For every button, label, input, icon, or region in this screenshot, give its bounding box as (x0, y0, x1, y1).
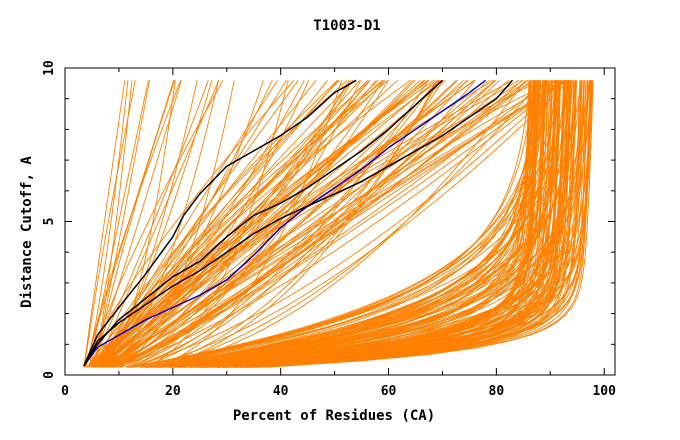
model-curve (120, 80, 384, 368)
black-model-curve-3 (83, 79, 514, 367)
model-curve (97, 80, 299, 368)
x-tick-label: 80 (489, 384, 505, 399)
model-curve (105, 79, 542, 368)
y-tick-label: 10 (42, 60, 57, 76)
y-axis-label: Distance Cutoff, A (19, 156, 35, 308)
model-curve (84, 80, 175, 368)
black-model-curve-1 (83, 79, 357, 367)
model-curve (100, 80, 371, 368)
model-curve (145, 80, 590, 368)
x-axis-label: Percent of Residues (CA) (233, 408, 435, 424)
model-curve (201, 80, 536, 368)
model-curve (95, 80, 278, 368)
model-curve (241, 80, 592, 368)
model-curve (204, 80, 564, 368)
highlight-series-layer (83, 79, 514, 367)
model-curve (265, 80, 594, 368)
model-curve (155, 80, 544, 368)
y-tick-label: 0 (42, 371, 57, 379)
model-curve (152, 80, 557, 368)
model-curve (93, 80, 150, 368)
model-curve (173, 80, 588, 368)
x-tick-label: 60 (381, 384, 397, 399)
model-curve (93, 79, 389, 368)
model-curve (157, 80, 534, 368)
chart-title: T1003-D1 (313, 18, 380, 34)
model-curve (248, 80, 583, 368)
model-curve (151, 80, 440, 368)
model-curve (126, 80, 551, 368)
model-curve (95, 80, 273, 368)
model-curve (83, 80, 126, 368)
model-curve (254, 80, 582, 368)
x-tick-label: 40 (273, 384, 289, 399)
model-curve (222, 80, 566, 368)
model-curve (92, 79, 399, 368)
model-curve (241, 80, 553, 368)
model-curve (98, 80, 198, 368)
model-curve (85, 80, 129, 368)
model-curve (119, 79, 468, 368)
model-curve (83, 80, 295, 368)
model-curve (95, 80, 220, 368)
model-curve (113, 79, 490, 368)
model-curve (111, 80, 219, 368)
blue-model-curve (83, 79, 487, 367)
model-curve (106, 79, 569, 368)
y-tick-label: 5 (42, 218, 57, 226)
model-curve (173, 80, 557, 368)
model-curve (84, 80, 136, 368)
x-tick-label: 20 (165, 384, 181, 399)
model-curve (160, 80, 526, 368)
model-curve (127, 80, 362, 368)
model-curve (96, 80, 287, 368)
model-curve (94, 80, 329, 368)
model-curve (93, 80, 339, 368)
model-curve (132, 80, 582, 368)
model-curve (214, 80, 587, 368)
orange-curve-bundle (83, 79, 594, 368)
model-curve (88, 80, 209, 368)
model-curve (161, 80, 558, 368)
model-curve (92, 80, 133, 368)
model-curve (110, 80, 310, 368)
model-curve (129, 80, 561, 368)
x-tick-label: 0 (61, 384, 69, 399)
model-curve (146, 80, 540, 368)
model-curve (91, 80, 182, 368)
model-curve (206, 80, 536, 368)
model-curve (172, 80, 547, 368)
model-curve (145, 80, 541, 368)
model-curve (183, 80, 569, 368)
model-curve (145, 79, 570, 368)
model-curve (91, 79, 379, 368)
model-curve (133, 80, 429, 368)
black-model-curve-2 (83, 79, 444, 367)
model-curve (151, 80, 547, 368)
model-curve (112, 80, 353, 368)
model-curve (128, 80, 438, 368)
model-curve (94, 80, 361, 368)
model-curve (238, 80, 568, 368)
model-curve (115, 79, 562, 368)
x-axis: 0 20 40 60 80 100 (61, 68, 616, 399)
model-curve (130, 80, 548, 368)
model-curve (108, 79, 549, 368)
x-tick-label: 100 (592, 384, 616, 399)
model-curve (141, 80, 535, 368)
model-curve (98, 79, 424, 368)
y-axis: 0 5 10 (42, 60, 615, 379)
